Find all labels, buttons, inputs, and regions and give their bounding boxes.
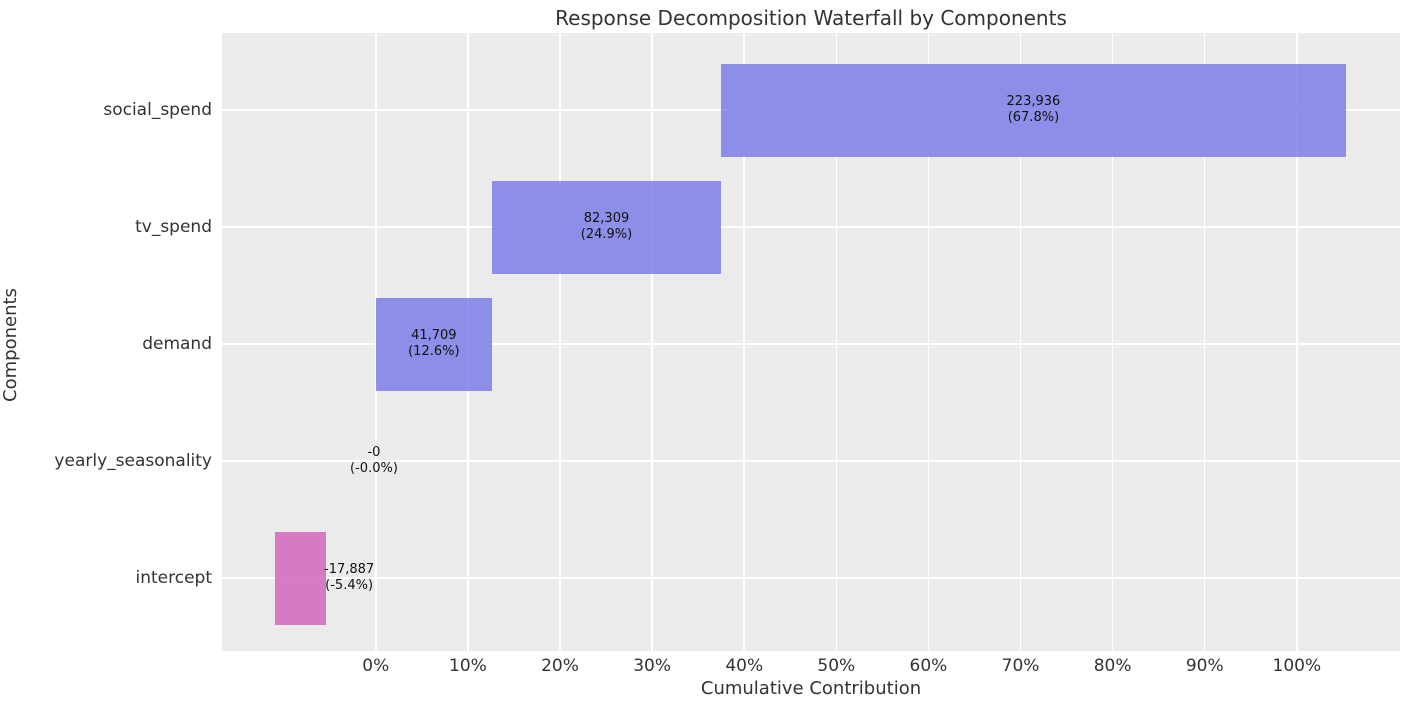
gridline-vertical — [743, 33, 745, 651]
gridline-vertical — [559, 33, 561, 651]
gridline-horizontal — [222, 577, 1400, 579]
x-tick-label: 20% — [541, 656, 579, 676]
x-tick-label: 40% — [725, 656, 764, 676]
chart-title: Response Decomposition Waterfall by Comp… — [555, 6, 1067, 30]
bar-label-demand: 41,709 (12.6%) — [408, 328, 459, 360]
bar-value-label: -0 — [367, 445, 381, 460]
gridline-vertical — [1203, 33, 1206, 651]
bar-percent-label: (24.9%) — [580, 227, 633, 242]
waterfall-bar-demand — [375, 297, 492, 391]
x-tick-label: 70% — [1001, 656, 1040, 676]
plot-area: 223,936 (67.8%) 82,309 (24.9%) 41,709 (12.6%)… — [222, 33, 1400, 651]
bar-label-yearly_seasonality: -0 (-0.0%) — [350, 445, 398, 477]
gridline-horizontal — [222, 460, 1400, 462]
x-tick-label: 50% — [817, 656, 856, 676]
x-tick-label: 100% — [1272, 656, 1322, 676]
gridline-vertical — [1296, 33, 1298, 651]
waterfall-bar-social_spend — [721, 63, 1346, 157]
gridline-vertical — [927, 33, 930, 651]
gridline-vertical — [651, 33, 653, 651]
x-tick-label: 30% — [633, 656, 672, 676]
waterfall-bar-tv_spend — [491, 180, 722, 274]
gridline-horizontal — [222, 343, 1400, 345]
gridline-vertical — [1019, 33, 1022, 651]
x-tick-label: 10% — [449, 656, 487, 676]
bar-label-tv_spend: 82,309 (24.9%) — [581, 211, 632, 243]
bar-label-social_spend: 223,936 (67.8%) — [1007, 94, 1061, 126]
bar-value-label: 41,709 — [411, 328, 457, 343]
waterfall-bar-intercept — [275, 531, 327, 625]
x-tick-label: 60% — [909, 656, 948, 676]
x-tick-label: 80% — [1093, 656, 1132, 676]
bar-value-label: 223,936 — [1006, 94, 1061, 109]
x-tick-label: 0% — [362, 656, 390, 676]
bar-percent-label: (12.6%) — [408, 344, 460, 359]
y-axis-title: Components — [0, 288, 21, 402]
y-tick-label-tv_spend: tv_spend — [135, 217, 212, 237]
x-axis-title: Cumulative Contribution — [700, 678, 922, 699]
bar-label-intercept: -17,887 (-5.4%) — [324, 562, 374, 594]
bar-percent-label: (-0.0%) — [350, 461, 398, 476]
y-tick-label-intercept: intercept — [135, 568, 213, 588]
gridline-vertical — [1111, 33, 1114, 651]
bar-value-label: -17,887 — [324, 562, 375, 577]
y-tick-label-demand: demand — [142, 334, 212, 354]
bar-value-label: 82,309 — [583, 211, 630, 226]
gridline-horizontal — [222, 226, 1400, 228]
y-tick-label-yearly_seasonality: yearly_seasonality — [54, 451, 212, 471]
y-tick-label-social_spend: social_spend — [103, 100, 212, 120]
gridline-vertical — [835, 33, 838, 651]
bar-percent-label: (-5.4%) — [325, 578, 374, 593]
x-tick-label: 90% — [1185, 656, 1224, 676]
bar-percent-label: (67.8%) — [1007, 110, 1060, 125]
